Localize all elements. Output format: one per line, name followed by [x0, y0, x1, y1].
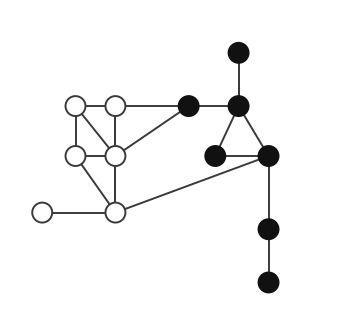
- Circle shape: [229, 96, 249, 116]
- Circle shape: [205, 146, 225, 166]
- Circle shape: [258, 146, 278, 166]
- Circle shape: [66, 96, 86, 116]
- Circle shape: [66, 146, 86, 166]
- Circle shape: [229, 43, 249, 63]
- Circle shape: [258, 219, 278, 239]
- Circle shape: [32, 202, 52, 222]
- Circle shape: [106, 96, 126, 116]
- Circle shape: [106, 146, 126, 166]
- Circle shape: [179, 96, 199, 116]
- Circle shape: [258, 272, 278, 292]
- Circle shape: [106, 202, 126, 222]
